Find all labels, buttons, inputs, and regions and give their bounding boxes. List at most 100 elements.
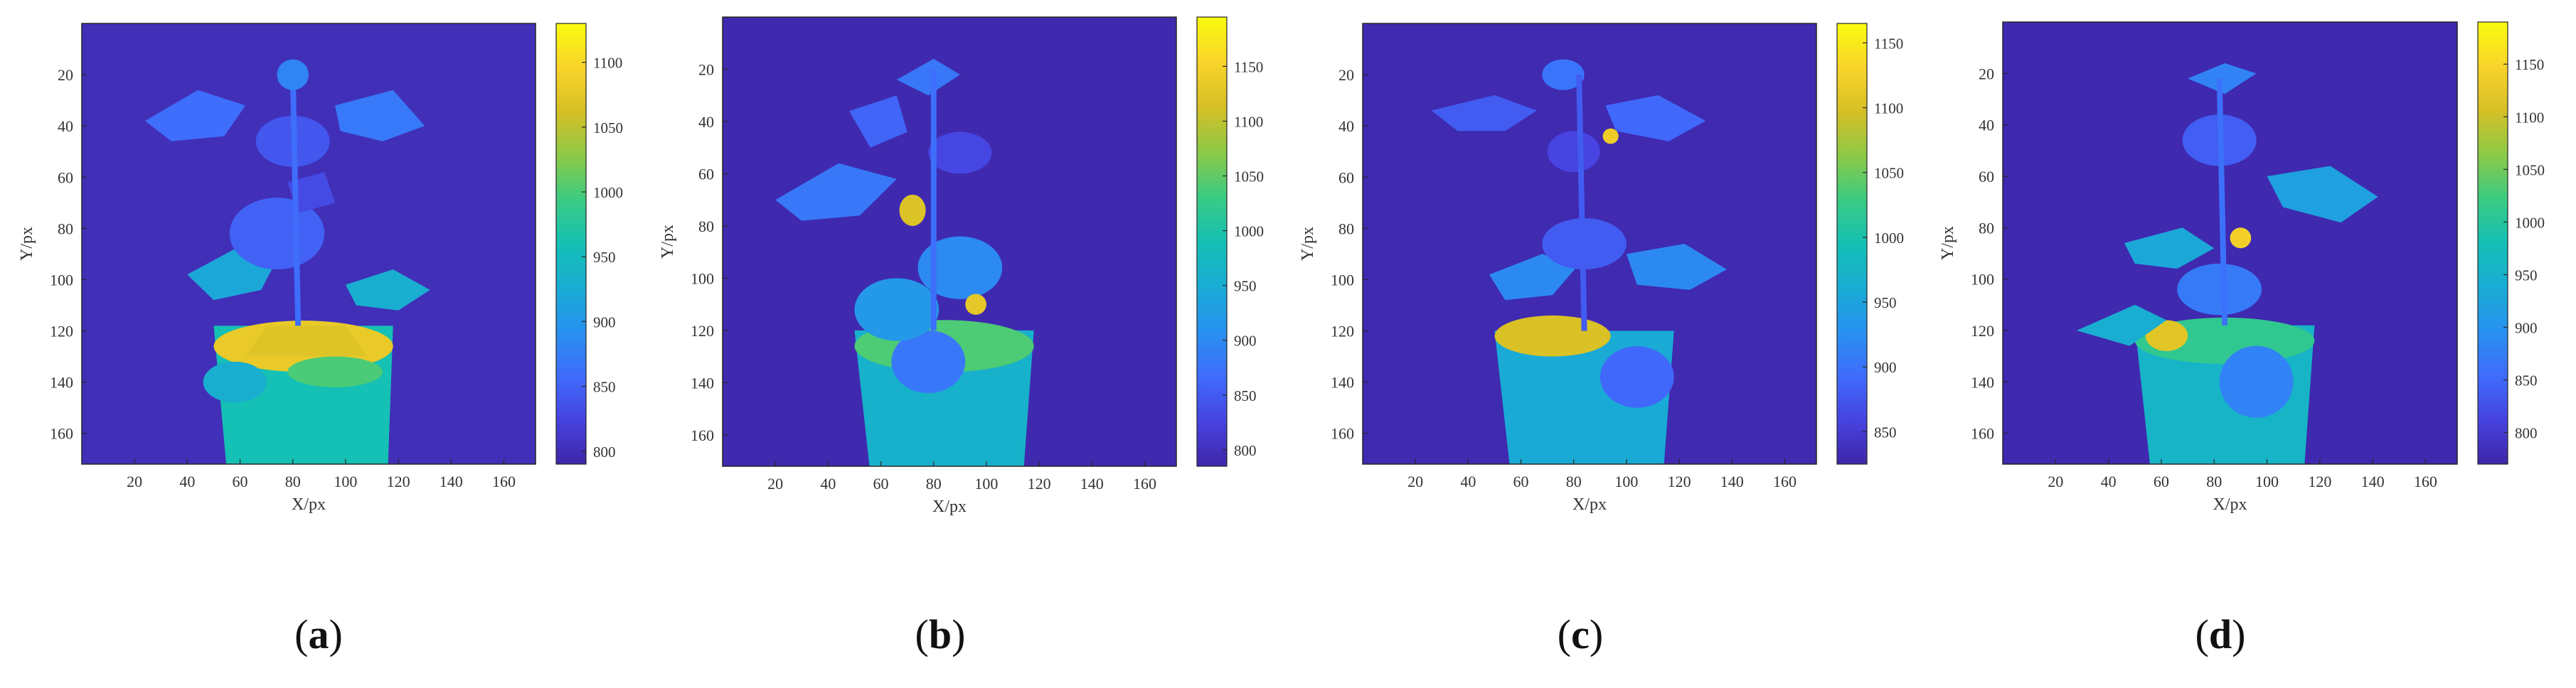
depth-region [245, 326, 367, 357]
x-tick-label: 40 [1460, 473, 1476, 490]
depth-region [335, 90, 425, 141]
colorbar-tick-label: 800 [2515, 425, 2538, 442]
colorbar [2477, 21, 2508, 465]
depth-region [2177, 263, 2262, 316]
panel-caption-letter: a [309, 611, 329, 657]
x-tick-label: 100 [334, 473, 357, 490]
x-tick-label: 120 [1668, 473, 1691, 490]
colorbar-tick-label: 850 [1874, 424, 1897, 441]
depth-region [1605, 95, 1706, 141]
colorbar-tick-label: 1100 [593, 55, 622, 72]
plot-frame [2002, 21, 2458, 465]
panel-caption: (c) [1558, 611, 1603, 657]
y-tick-label: 160 [1971, 425, 1994, 443]
x-axis-label: X/px [292, 495, 326, 514]
depth-map-plant [2077, 63, 2378, 464]
x-tick-label: 20 [2048, 473, 2063, 490]
y-tick-label: 120 [1971, 322, 1994, 340]
y-tick-label: 40 [58, 117, 73, 135]
x-tick-label: 140 [2361, 473, 2385, 490]
depth-region [229, 198, 325, 270]
y-axis-label: Y/px [659, 225, 677, 259]
depth-region [1626, 244, 1727, 290]
colorbar-tick-label: 950 [1234, 278, 1257, 295]
x-tick-label: 100 [974, 475, 998, 493]
depth-region [277, 59, 309, 90]
colorbar-tick-label: 1150 [2515, 56, 2544, 73]
x-tick-label: 100 [1614, 473, 1638, 490]
depth-region [928, 131, 992, 174]
colorbar-tick-label: 1000 [1874, 230, 1904, 247]
y-tick-label: 60 [698, 165, 714, 183]
x-tick-label: 80 [2206, 473, 2222, 490]
x-tick-label: 20 [1407, 473, 1423, 490]
depth-region [2077, 304, 2167, 346]
colorbar-tick-label: 1150 [1234, 58, 1263, 75]
colorbar-tick-label: 1000 [593, 184, 623, 201]
x-tick-label: 160 [1773, 473, 1797, 490]
x-tick-label: 160 [492, 473, 516, 490]
y-tick-label: 40 [698, 113, 714, 131]
colorbar [1836, 23, 1868, 465]
colorbar-tick-label: 900 [593, 313, 616, 330]
x-tick-label: 140 [440, 473, 463, 490]
depth-region [345, 269, 430, 311]
x-tick-label: 120 [2308, 473, 2331, 490]
colorbar-tick-label: 1100 [2515, 109, 2544, 126]
x-tick-label: 60 [1513, 473, 1529, 490]
depth-region [917, 236, 1003, 299]
colorbar-tick-label: 950 [593, 249, 616, 266]
depth-map-plant [775, 58, 1034, 466]
x-axis-label: X/px [932, 498, 967, 516]
x-tick-label: 140 [1720, 473, 1744, 490]
panel-caption: (d) [2196, 611, 2246, 657]
colorbar-tick-label: 800 [593, 444, 616, 461]
y-tick-label: 80 [698, 217, 714, 235]
y-tick-label: 20 [698, 60, 714, 78]
depth-region [1489, 254, 1580, 301]
y-tick-label: 80 [1979, 219, 1994, 237]
plot-frame [81, 23, 536, 465]
y-tick-label: 120 [50, 323, 73, 340]
plot-frame [1362, 23, 1817, 465]
depth-region [1542, 59, 1585, 90]
x-tick-label: 100 [2255, 473, 2279, 490]
heatmap-panel: 20 40 60 80 100 120 140 160 20 40 60 80 100 120 140 160… [18, 23, 623, 657]
depth-region [1547, 131, 1600, 173]
depth-region [289, 75, 302, 326]
y-tick-label: 40 [1979, 117, 1994, 134]
y-tick-label: 140 [1971, 373, 1994, 391]
depth-region [2267, 166, 2378, 223]
x-tick-label: 40 [2101, 473, 2117, 490]
y-tick-label: 160 [50, 425, 73, 443]
x-tick-label: 80 [926, 475, 942, 493]
depth-region [2145, 320, 2188, 351]
depth-region [854, 278, 940, 341]
colorbar-tick-label: 1000 [2515, 214, 2545, 231]
heatmap-panel: 20 40 60 80 100 120 140 160 20 40 60 80 100 120 140 160… [1939, 21, 2545, 657]
panel-caption: (a) [294, 611, 343, 657]
y-tick-label: 160 [1331, 425, 1354, 443]
colorbar-tick-label: 850 [593, 379, 616, 396]
x-tick-label: 120 [1028, 475, 1051, 493]
depth-region [2219, 345, 2294, 418]
y-tick-label: 100 [1971, 271, 1994, 289]
y-tick-label: 60 [1979, 168, 1994, 186]
panel-caption: (b) [915, 611, 966, 657]
depth-region [1431, 95, 1537, 131]
panel-caption-letter: c [1571, 611, 1590, 657]
depth-region [287, 172, 336, 213]
x-tick-label: 60 [873, 475, 889, 493]
y-tick-label: 60 [1338, 168, 1354, 186]
depth-region [287, 356, 383, 387]
colorbar-tick-label: 1050 [593, 119, 623, 136]
y-tick-label: 120 [1331, 323, 1354, 340]
x-tick-label: 60 [2154, 473, 2169, 490]
x-tick-label: 20 [127, 473, 142, 490]
y-tick-label: 20 [1979, 65, 1994, 82]
colorbar-tick-label: 900 [1234, 333, 1257, 350]
colorbar-tick-label: 1050 [1234, 168, 1264, 186]
depth-region [849, 95, 908, 148]
x-tick-label: 60 [233, 473, 248, 490]
y-tick-label: 100 [691, 269, 714, 287]
